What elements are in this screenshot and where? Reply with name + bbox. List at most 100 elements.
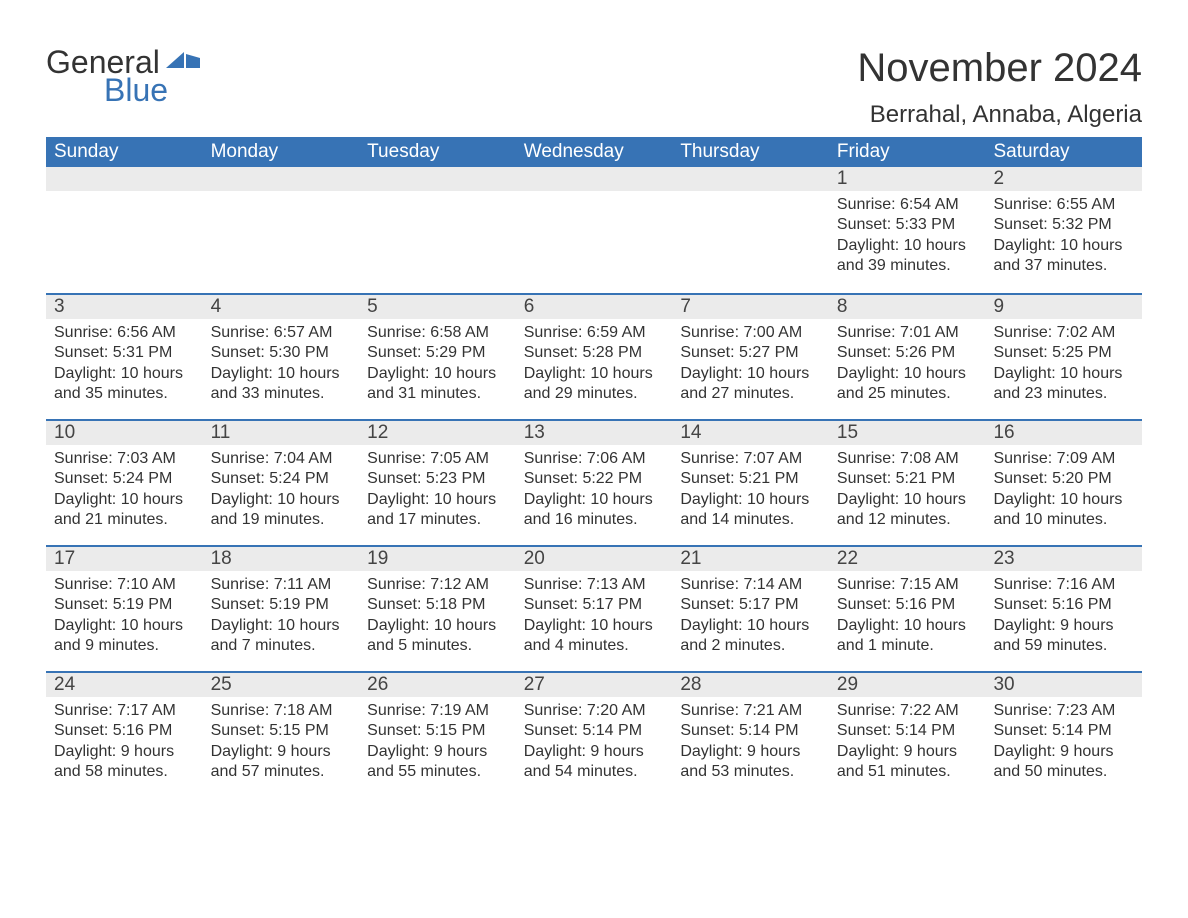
sunrise-line: Sunrise: 7:19 AM bbox=[367, 701, 508, 721]
day-details: Sunrise: 6:54 AMSunset: 5:33 PMDaylight:… bbox=[829, 191, 986, 291]
daylight-line: Daylight: 10 hours and 19 minutes. bbox=[211, 490, 352, 531]
sunrise-line: Sunrise: 7:09 AM bbox=[993, 449, 1134, 469]
sunset-line: Sunset: 5:24 PM bbox=[211, 469, 352, 489]
calendar-day: 22Sunrise: 7:15 AMSunset: 5:16 PMDayligh… bbox=[829, 547, 986, 671]
day-details: Sunrise: 7:09 AMSunset: 5:20 PMDaylight:… bbox=[985, 445, 1142, 545]
sunrise-line: Sunrise: 6:54 AM bbox=[837, 195, 978, 215]
sunrise-line: Sunrise: 7:23 AM bbox=[993, 701, 1134, 721]
calendar-week: 24Sunrise: 7:17 AMSunset: 5:16 PMDayligh… bbox=[46, 671, 1142, 797]
day-number: 10 bbox=[46, 421, 203, 445]
day-number: 21 bbox=[672, 547, 829, 571]
sunrise-line: Sunrise: 7:10 AM bbox=[54, 575, 195, 595]
day-number: 22 bbox=[829, 547, 986, 571]
daylight-line: Daylight: 10 hours and 7 minutes. bbox=[211, 616, 352, 657]
day-number: 14 bbox=[672, 421, 829, 445]
weekday-header: Tuesday bbox=[359, 137, 516, 167]
day-details: Sunrise: 7:15 AMSunset: 5:16 PMDaylight:… bbox=[829, 571, 986, 671]
calendar-day: 12Sunrise: 7:05 AMSunset: 5:23 PMDayligh… bbox=[359, 421, 516, 545]
calendar-day: 7Sunrise: 7:00 AMSunset: 5:27 PMDaylight… bbox=[672, 295, 829, 419]
sunset-line: Sunset: 5:20 PM bbox=[993, 469, 1134, 489]
calendar-day: 18Sunrise: 7:11 AMSunset: 5:19 PMDayligh… bbox=[203, 547, 360, 671]
sunset-line: Sunset: 5:25 PM bbox=[993, 343, 1134, 363]
day-details: Sunrise: 7:07 AMSunset: 5:21 PMDaylight:… bbox=[672, 445, 829, 545]
day-number: 8 bbox=[829, 295, 986, 319]
calendar-day: 24Sunrise: 7:17 AMSunset: 5:16 PMDayligh… bbox=[46, 673, 203, 797]
day-details: Sunrise: 6:59 AMSunset: 5:28 PMDaylight:… bbox=[516, 319, 673, 419]
sunrise-line: Sunrise: 7:17 AM bbox=[54, 701, 195, 721]
sunset-line: Sunset: 5:23 PM bbox=[367, 469, 508, 489]
sunset-line: Sunset: 5:30 PM bbox=[211, 343, 352, 363]
calendar-day: 19Sunrise: 7:12 AMSunset: 5:18 PMDayligh… bbox=[359, 547, 516, 671]
day-number bbox=[516, 167, 673, 191]
calendar-day-empty bbox=[672, 167, 829, 293]
daylight-line: Daylight: 10 hours and 25 minutes. bbox=[837, 364, 978, 405]
weekday-header: Wednesday bbox=[516, 137, 673, 167]
day-number: 28 bbox=[672, 673, 829, 697]
day-details: Sunrise: 7:21 AMSunset: 5:14 PMDaylight:… bbox=[672, 697, 829, 797]
sunset-line: Sunset: 5:27 PM bbox=[680, 343, 821, 363]
day-details: Sunrise: 7:10 AMSunset: 5:19 PMDaylight:… bbox=[46, 571, 203, 671]
day-details: Sunrise: 7:00 AMSunset: 5:27 PMDaylight:… bbox=[672, 319, 829, 419]
sunset-line: Sunset: 5:17 PM bbox=[680, 595, 821, 615]
sunset-line: Sunset: 5:19 PM bbox=[211, 595, 352, 615]
weekday-header: Friday bbox=[829, 137, 986, 167]
daylight-line: Daylight: 10 hours and 14 minutes. bbox=[680, 490, 821, 531]
daylight-line: Daylight: 10 hours and 4 minutes. bbox=[524, 616, 665, 657]
calendar-day: 17Sunrise: 7:10 AMSunset: 5:19 PMDayligh… bbox=[46, 547, 203, 671]
sunrise-line: Sunrise: 7:11 AM bbox=[211, 575, 352, 595]
day-details: Sunrise: 7:04 AMSunset: 5:24 PMDaylight:… bbox=[203, 445, 360, 545]
calendar-week: 3Sunrise: 6:56 AMSunset: 5:31 PMDaylight… bbox=[46, 293, 1142, 419]
sunset-line: Sunset: 5:29 PM bbox=[367, 343, 508, 363]
day-details: Sunrise: 7:11 AMSunset: 5:19 PMDaylight:… bbox=[203, 571, 360, 671]
sunrise-line: Sunrise: 7:16 AM bbox=[993, 575, 1134, 595]
day-number: 13 bbox=[516, 421, 673, 445]
calendar-day: 29Sunrise: 7:22 AMSunset: 5:14 PMDayligh… bbox=[829, 673, 986, 797]
day-number bbox=[672, 167, 829, 191]
calendar-day: 9Sunrise: 7:02 AMSunset: 5:25 PMDaylight… bbox=[985, 295, 1142, 419]
day-details: Sunrise: 7:19 AMSunset: 5:15 PMDaylight:… bbox=[359, 697, 516, 797]
logo: General Blue bbox=[46, 46, 200, 106]
daylight-line: Daylight: 10 hours and 2 minutes. bbox=[680, 616, 821, 657]
calendar-day: 21Sunrise: 7:14 AMSunset: 5:17 PMDayligh… bbox=[672, 547, 829, 671]
sunrise-line: Sunrise: 6:56 AM bbox=[54, 323, 195, 343]
sunrise-line: Sunrise: 7:08 AM bbox=[837, 449, 978, 469]
calendar-week: 17Sunrise: 7:10 AMSunset: 5:19 PMDayligh… bbox=[46, 545, 1142, 671]
calendar-day: 11Sunrise: 7:04 AMSunset: 5:24 PMDayligh… bbox=[203, 421, 360, 545]
weekday-header: Thursday bbox=[672, 137, 829, 167]
daylight-line: Daylight: 9 hours and 55 minutes. bbox=[367, 742, 508, 783]
day-details: Sunrise: 6:55 AMSunset: 5:32 PMDaylight:… bbox=[985, 191, 1142, 291]
day-details: Sunrise: 7:01 AMSunset: 5:26 PMDaylight:… bbox=[829, 319, 986, 419]
sunrise-line: Sunrise: 7:18 AM bbox=[211, 701, 352, 721]
sunset-line: Sunset: 5:18 PM bbox=[367, 595, 508, 615]
day-details: Sunrise: 7:14 AMSunset: 5:17 PMDaylight:… bbox=[672, 571, 829, 671]
day-details: Sunrise: 7:05 AMSunset: 5:23 PMDaylight:… bbox=[359, 445, 516, 545]
calendar: SundayMondayTuesdayWednesdayThursdayFrid… bbox=[46, 137, 1142, 797]
day-number: 15 bbox=[829, 421, 986, 445]
sunset-line: Sunset: 5:28 PM bbox=[524, 343, 665, 363]
day-number: 17 bbox=[46, 547, 203, 571]
day-details: Sunrise: 7:12 AMSunset: 5:18 PMDaylight:… bbox=[359, 571, 516, 671]
day-number: 25 bbox=[203, 673, 360, 697]
calendar-week: 1Sunrise: 6:54 AMSunset: 5:33 PMDaylight… bbox=[46, 167, 1142, 293]
daylight-line: Daylight: 10 hours and 39 minutes. bbox=[837, 236, 978, 277]
daylight-line: Daylight: 10 hours and 23 minutes. bbox=[993, 364, 1134, 405]
day-number: 1 bbox=[829, 167, 986, 191]
sunrise-line: Sunrise: 7:12 AM bbox=[367, 575, 508, 595]
sunrise-line: Sunrise: 6:57 AM bbox=[211, 323, 352, 343]
daylight-line: Daylight: 9 hours and 53 minutes. bbox=[680, 742, 821, 783]
logo-text-blue: Blue bbox=[104, 74, 200, 106]
daylight-line: Daylight: 10 hours and 33 minutes. bbox=[211, 364, 352, 405]
calendar-day-empty bbox=[46, 167, 203, 293]
day-number: 3 bbox=[46, 295, 203, 319]
daylight-line: Daylight: 10 hours and 35 minutes. bbox=[54, 364, 195, 405]
sunset-line: Sunset: 5:26 PM bbox=[837, 343, 978, 363]
sunset-line: Sunset: 5:24 PM bbox=[54, 469, 195, 489]
daylight-line: Daylight: 10 hours and 37 minutes. bbox=[993, 236, 1134, 277]
calendar-day-empty bbox=[203, 167, 360, 293]
day-details: Sunrise: 7:23 AMSunset: 5:14 PMDaylight:… bbox=[985, 697, 1142, 797]
sunrise-line: Sunrise: 7:01 AM bbox=[837, 323, 978, 343]
calendar-day: 15Sunrise: 7:08 AMSunset: 5:21 PMDayligh… bbox=[829, 421, 986, 545]
day-number: 11 bbox=[203, 421, 360, 445]
sunset-line: Sunset: 5:16 PM bbox=[837, 595, 978, 615]
day-number: 30 bbox=[985, 673, 1142, 697]
